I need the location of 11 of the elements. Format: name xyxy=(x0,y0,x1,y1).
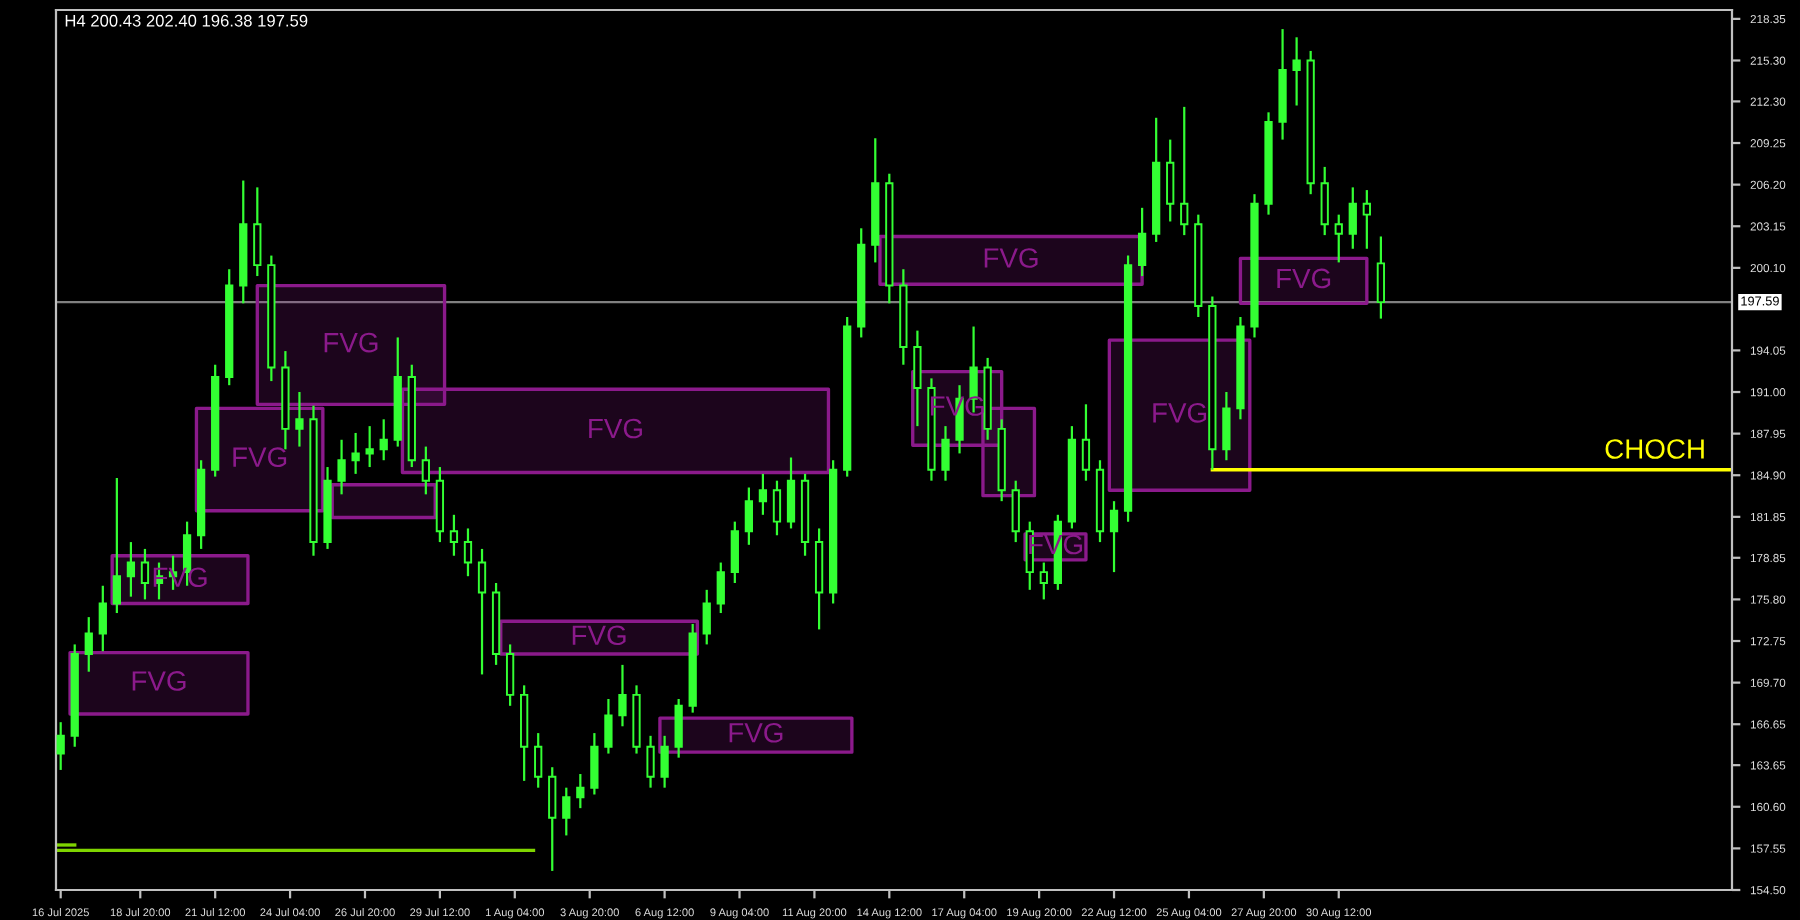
series-label: CHOCH xyxy=(1605,439,1704,459)
legend-label: FVG xyxy=(729,722,783,743)
legend-label: FVG xyxy=(233,447,287,468)
legend-label: FVG xyxy=(572,625,626,646)
legend-label: FVG xyxy=(984,248,1038,268)
legend-label: FVG xyxy=(1153,403,1207,423)
chart-title: H4 200.43 202.40 196.38 197.59 xyxy=(65,14,308,27)
legend-label: FVG xyxy=(589,418,642,439)
legend-label: FVG xyxy=(1277,268,1331,289)
legend-label: FVG xyxy=(132,671,186,691)
legend-label: FVG xyxy=(324,332,378,353)
